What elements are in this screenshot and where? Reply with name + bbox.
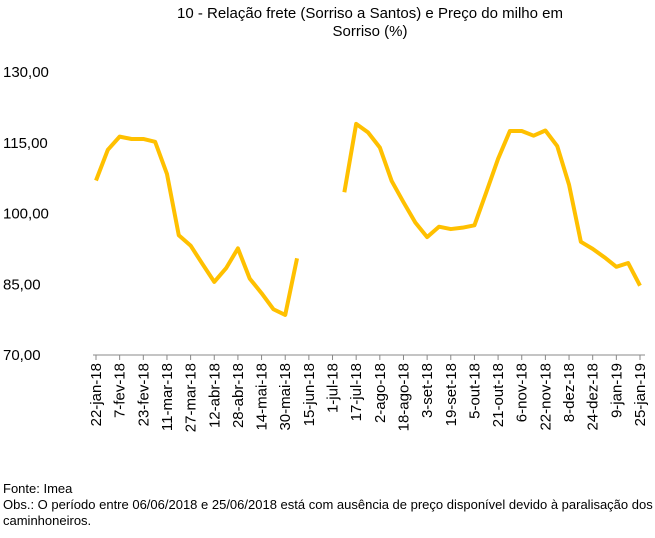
x-tick-label: 5-out-18 [466,363,483,419]
line-series [342,121,642,287]
x-tick-label: 8-dez-18 [561,363,578,422]
x-tick-label: 27-mar-18 [183,363,200,432]
x-tick-label: 28-abr-18 [230,363,247,428]
y-tick-label: 100,00 [3,206,49,223]
x-tick-label: 30-mai-18 [277,363,294,431]
x-tick-label: 22-nov-18 [537,363,554,431]
note: Obs.: O período entre 06/06/2018 e 25/06… [3,497,653,528]
x-tick-label: 14-mai-18 [254,363,271,431]
x-tick-label: 15-jun-18 [301,363,318,426]
x-tick-label: 9-jan-19 [608,363,625,418]
x-tick-label: 25-jan-19 [632,363,649,426]
x-tick-label: 6-nov-18 [514,363,531,422]
x-tick-label: 11-mar-18 [159,363,176,431]
line-series [94,134,300,317]
chart-title: 10 - Relação frete (Sorriso a Santos) e … [176,5,563,40]
x-tick-label: 18-ago-18 [395,363,412,431]
y-tick-label: 130,00 [3,64,49,81]
x-tick-label: 22-jan-18 [88,363,105,426]
x-tick-label: 17-jul-18 [348,363,365,421]
y-tick-label: 70,00 [3,347,41,364]
x-tick-label: 19-set-18 [443,363,460,426]
x-tick-label: 1-jul-18 [325,363,342,413]
x-tick-label: 12-abr-18 [206,363,223,428]
x-tick-label: 3-set-18 [419,363,436,418]
y-tick-label: 85,00 [3,276,41,293]
x-tick-label: 2-ago-18 [372,363,389,423]
x-tick-label: 23-fev-18 [135,363,152,426]
x-tick-label: 21-out-18 [490,363,507,427]
source: Fonte: Imea [3,481,73,496]
x-tick-label: 7-fev-18 [112,363,129,418]
y-tick-label: 115,00 [3,135,48,152]
x-tick-label: 24-dez-18 [585,363,602,431]
